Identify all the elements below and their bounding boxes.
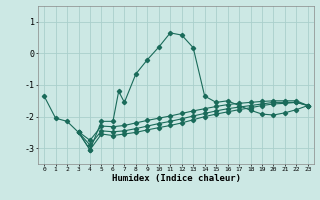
- X-axis label: Humidex (Indice chaleur): Humidex (Indice chaleur): [111, 174, 241, 183]
